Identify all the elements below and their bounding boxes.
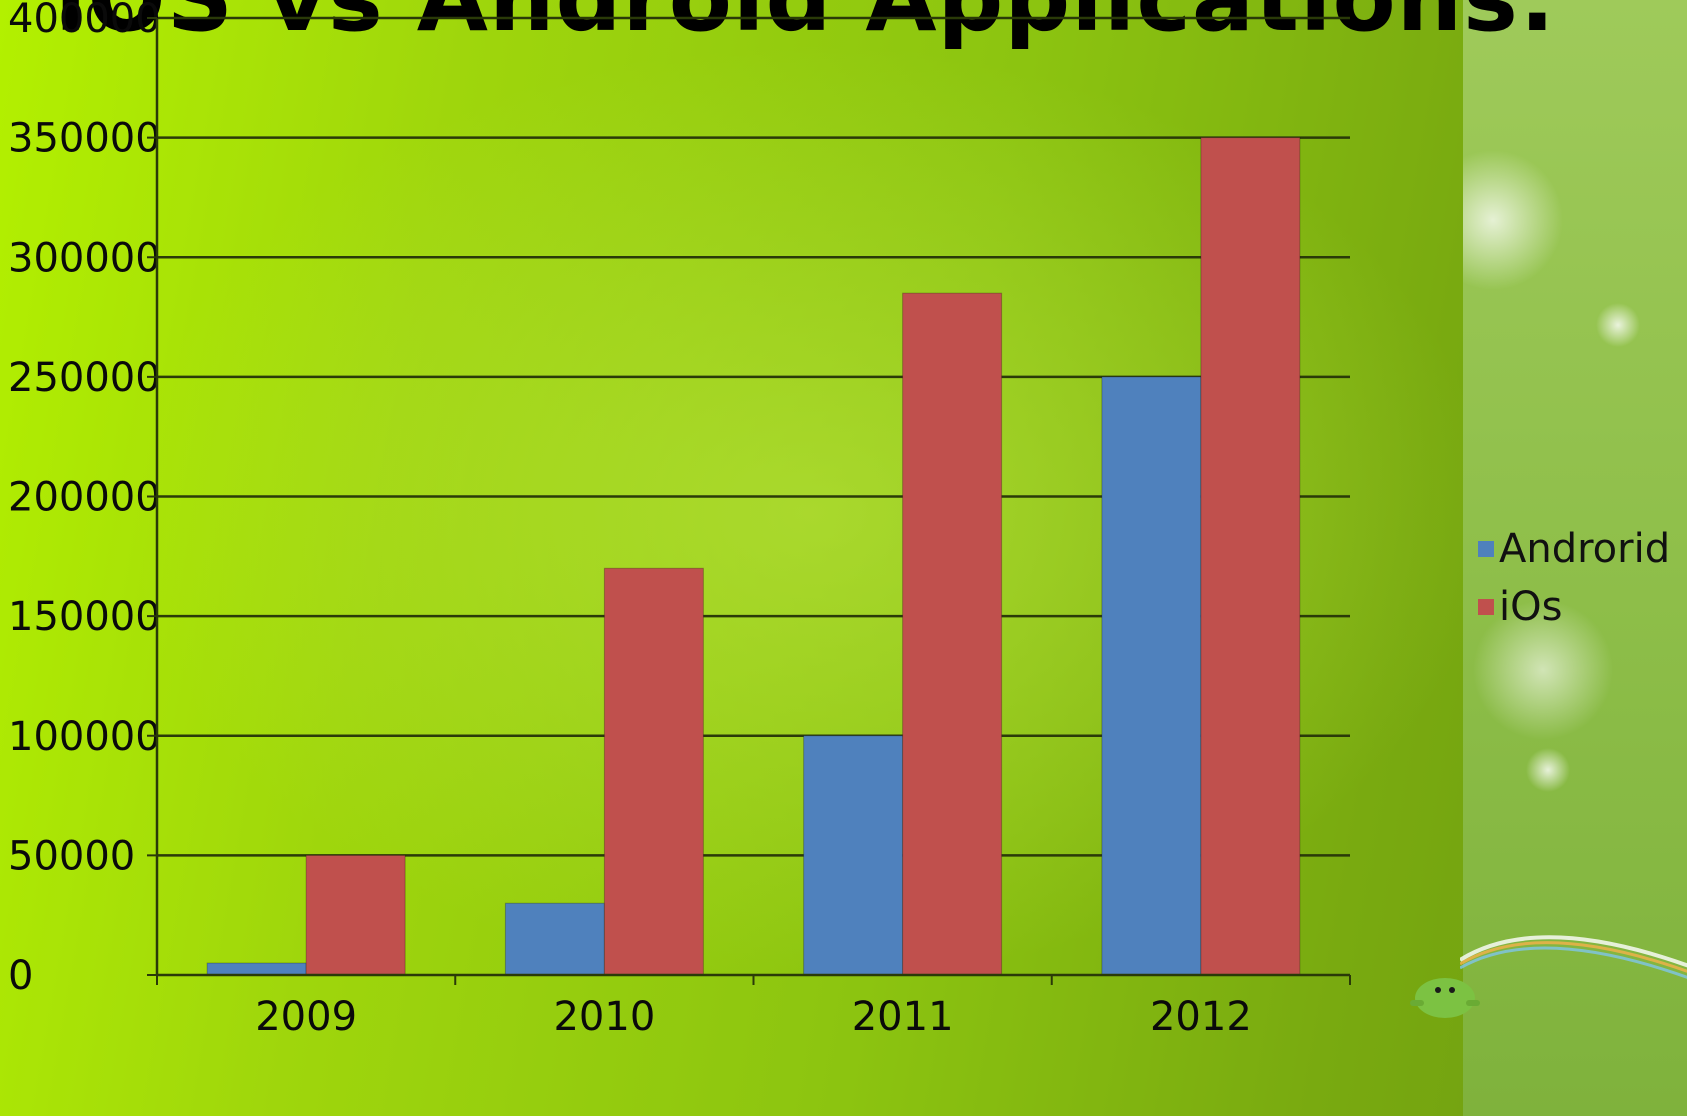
y-tick-label: 150000 <box>8 594 161 640</box>
android-mascot-icon <box>1410 978 1480 1018</box>
decorative-side-panel <box>1463 0 1687 1116</box>
slide-title: iOS vs Android Applications: <box>55 0 1557 52</box>
x-tick-label: 2009 <box>255 994 357 1040</box>
y-tick-label: 350000 <box>8 116 161 162</box>
y-tick-label: 200000 <box>8 475 161 521</box>
legend-label-android: Androrid <box>1499 526 1671 572</box>
bar-ios <box>902 292 1003 976</box>
legend-swatch-android <box>1478 541 1494 557</box>
y-tick-label: 400000 <box>8 0 161 42</box>
y-tick-label: 250000 <box>8 355 161 401</box>
bar-android <box>206 962 307 976</box>
bar-android <box>803 735 904 976</box>
legend-item-ios: iOs <box>1478 578 1670 636</box>
x-tick-label: 2011 <box>852 994 954 1040</box>
bar-android <box>1101 376 1202 976</box>
y-tick-label: 50000 <box>8 833 135 879</box>
bar-ios <box>603 567 704 976</box>
x-tick-label: 2012 <box>1150 994 1252 1040</box>
bar-ios <box>305 854 406 976</box>
y-tick-label: 0 <box>8 953 33 999</box>
decorative-rainbow-swoosh <box>1460 935 1687 979</box>
legend-item-android: Androrid <box>1478 520 1670 578</box>
chart-legend: Androrid iOs <box>1478 520 1670 636</box>
y-tick-label: 100000 <box>8 714 161 760</box>
bar-ios <box>1200 137 1301 976</box>
y-tick-label: 300000 <box>8 235 161 281</box>
legend-swatch-ios <box>1478 599 1494 615</box>
legend-label-ios: iOs <box>1499 584 1563 630</box>
bar-android <box>504 902 605 976</box>
x-tick-label: 2010 <box>553 994 655 1040</box>
